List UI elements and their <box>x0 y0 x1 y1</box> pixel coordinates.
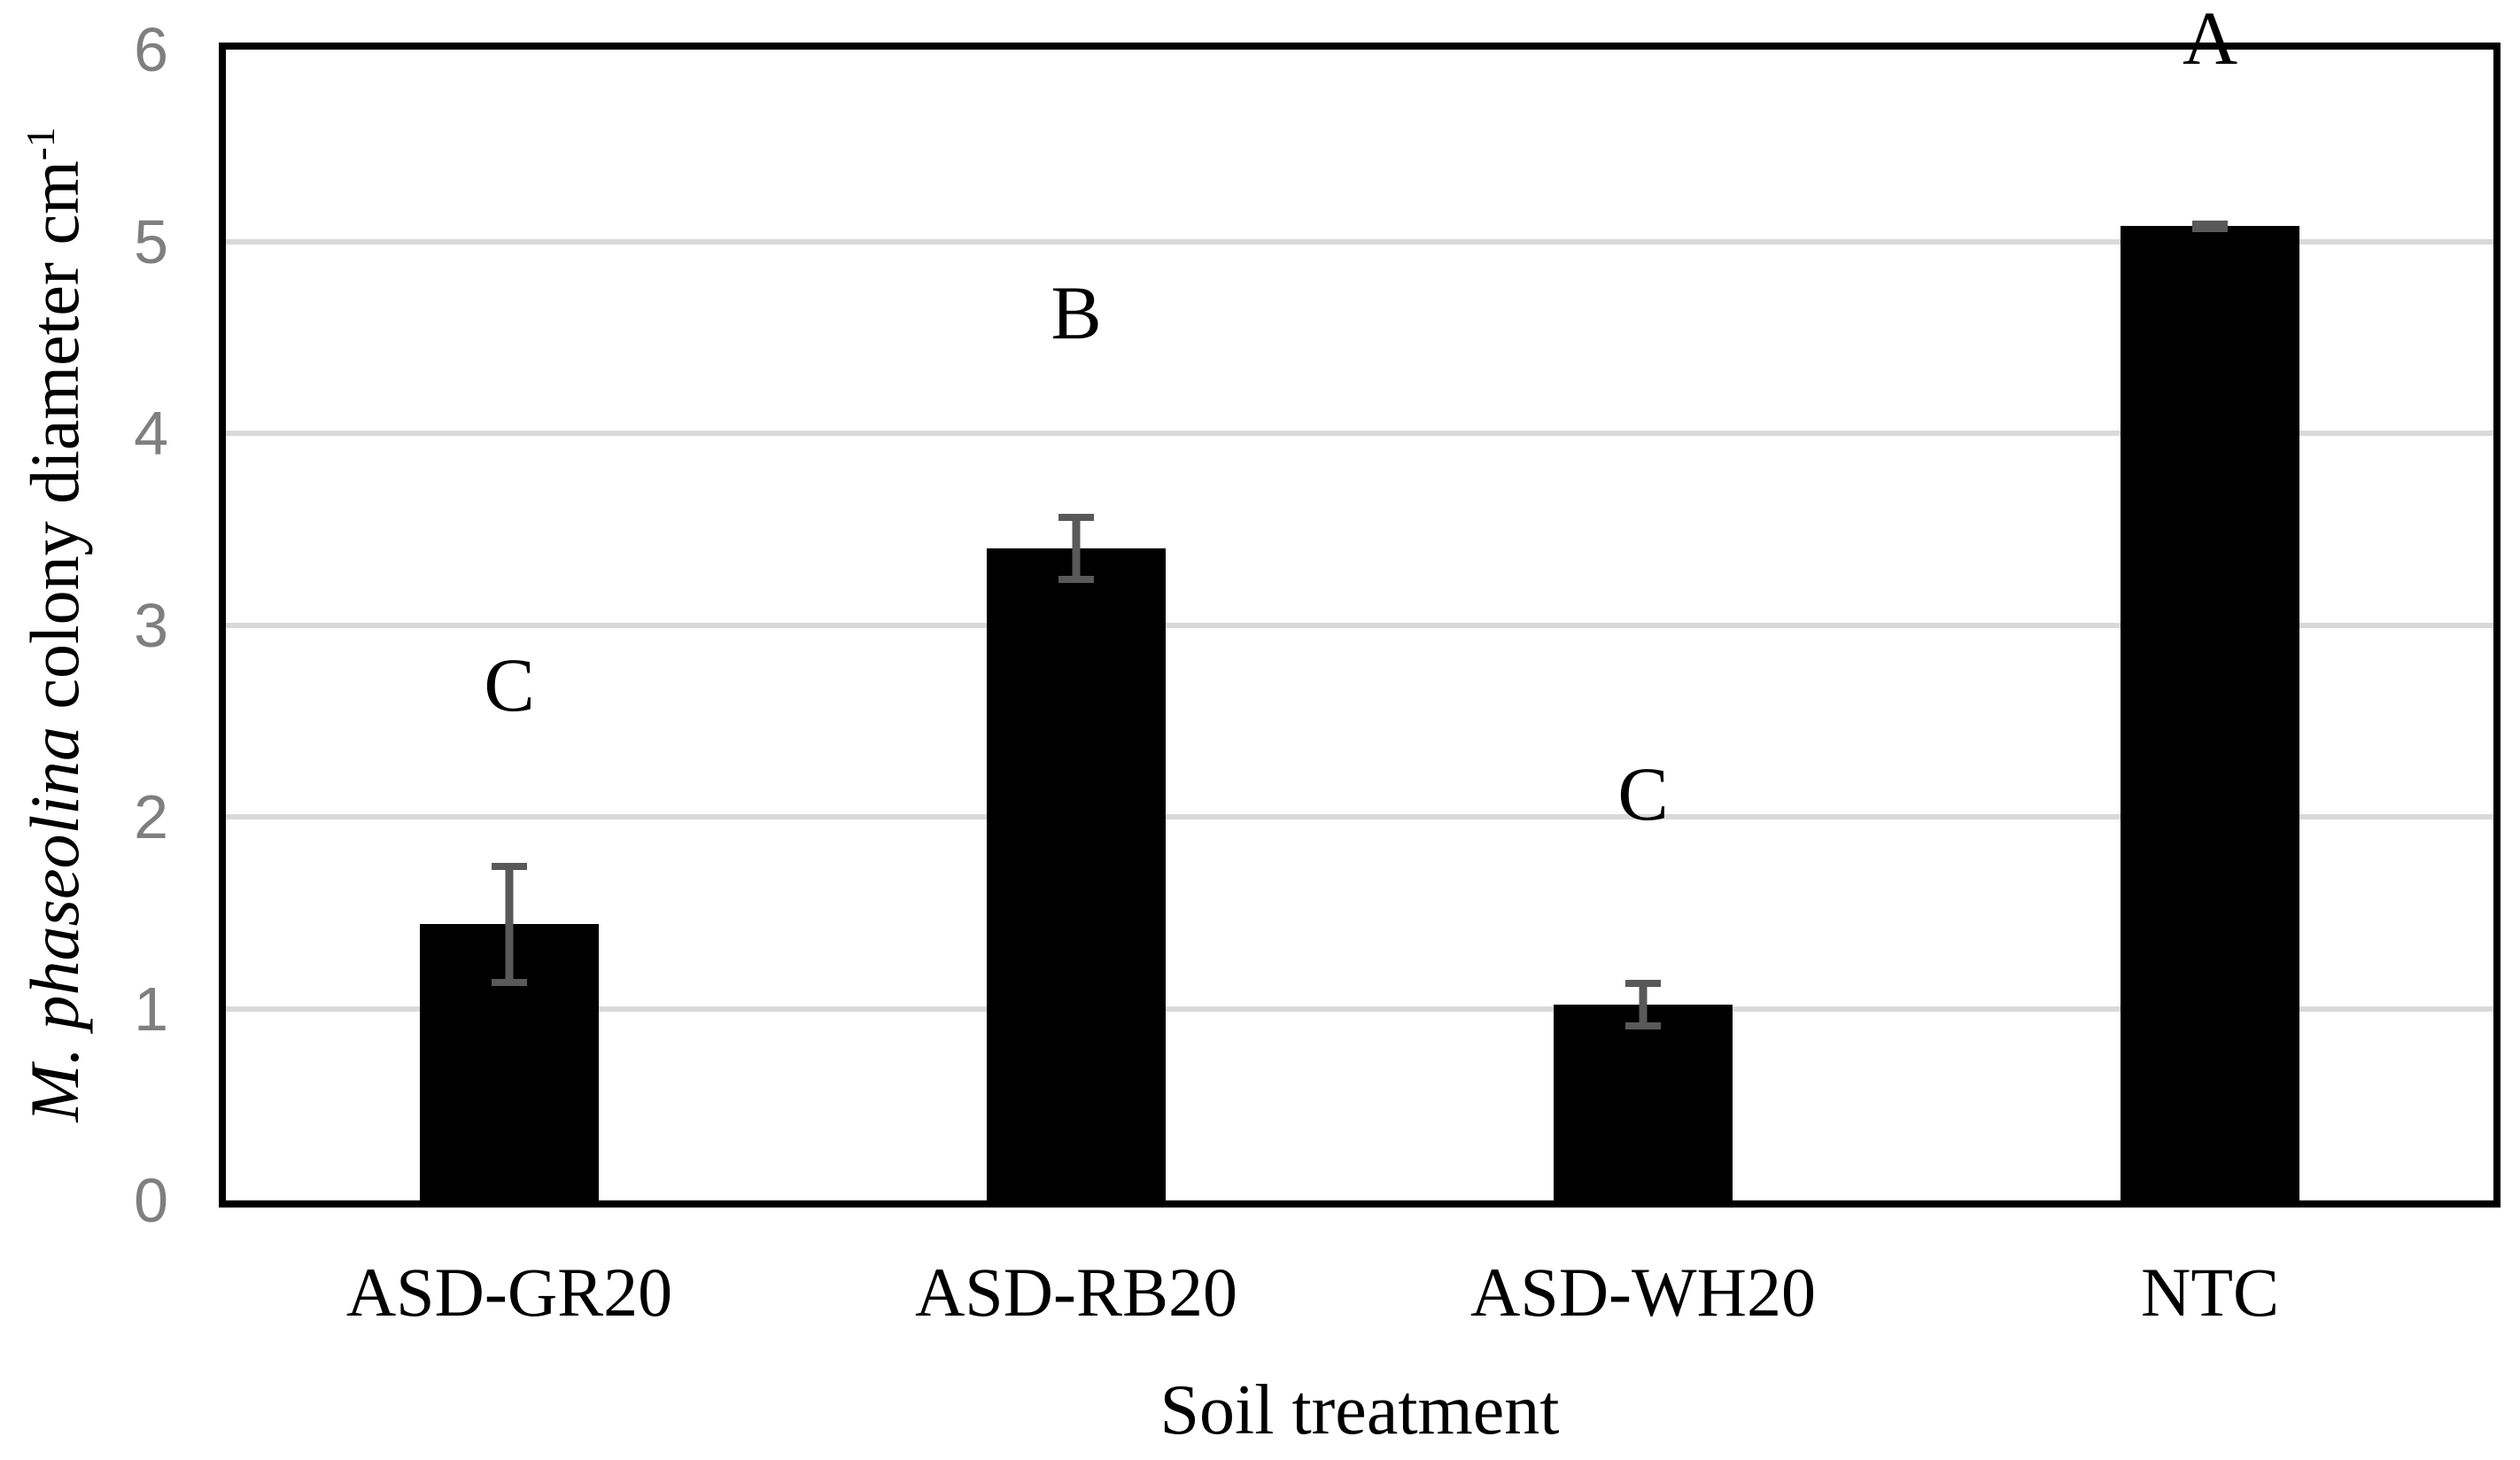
error-bar-stem-ASD-RB20 <box>1072 513 1081 583</box>
error-bar-cap-bottom-ASD-WH20 <box>1625 1022 1661 1030</box>
y-tick-label-2: 2 <box>134 782 168 851</box>
bar-ASD-WH20 <box>1554 1005 1733 1200</box>
y-tick-label-1: 1 <box>134 974 168 1044</box>
significance-letter-NTC: A <box>2182 0 2238 82</box>
x-axis-label-NTC: NTC <box>2141 1254 2279 1331</box>
error-bar-cap-top-ASD-RB20 <box>1058 513 1094 521</box>
y-tick-label-0: 0 <box>134 1166 168 1235</box>
gridline-y1 <box>226 1006 2493 1012</box>
gridline-y5 <box>226 238 2493 245</box>
x-axis-label-ASD-GR20: ASD-GR20 <box>345 1254 673 1331</box>
gridline-y2 <box>226 814 2493 819</box>
significance-letter-ASD-WH20: C <box>1617 751 1669 837</box>
gridline-y3 <box>226 622 2493 628</box>
error-bar-cap-top-NTC <box>2192 220 2228 228</box>
bar-NTC <box>2121 226 2299 1200</box>
y-tick-label-3: 3 <box>134 590 168 660</box>
error-bar-cap-bottom-NTC <box>2192 224 2228 232</box>
significance-letter-ASD-GR20: C <box>484 641 535 727</box>
error-bar-stem-ASD-WH20 <box>1639 980 1648 1030</box>
y-tick-label-6: 6 <box>134 15 168 84</box>
x-axis-label-ASD-WH20: ASD-WH20 <box>1470 1254 1816 1331</box>
bar-ASD-RB20 <box>987 548 1166 1200</box>
plot-area: C B C A <box>219 0 2501 1208</box>
y-tick-label-5: 5 <box>134 206 168 276</box>
x-axis-title: Soil treatment <box>1159 1371 1560 1449</box>
y-axis-title-superscript: -1 <box>19 127 63 161</box>
y-tick-label-4: 4 <box>134 399 168 468</box>
error-bar-cap-top-ASD-WH20 <box>1625 980 1661 988</box>
x-axis-label-ASD-RB20: ASD-RB20 <box>914 1254 1238 1331</box>
gridline-y4 <box>226 431 2493 436</box>
error-bar-stem-ASD-GR20 <box>505 862 514 986</box>
error-bar-cap-bottom-ASD-RB20 <box>1058 575 1094 583</box>
significance-letter-ASD-RB20: B <box>1051 269 1102 355</box>
error-bar-cap-bottom-ASD-GR20 <box>492 978 527 986</box>
error-bar-cap-top-ASD-GR20 <box>492 862 527 870</box>
